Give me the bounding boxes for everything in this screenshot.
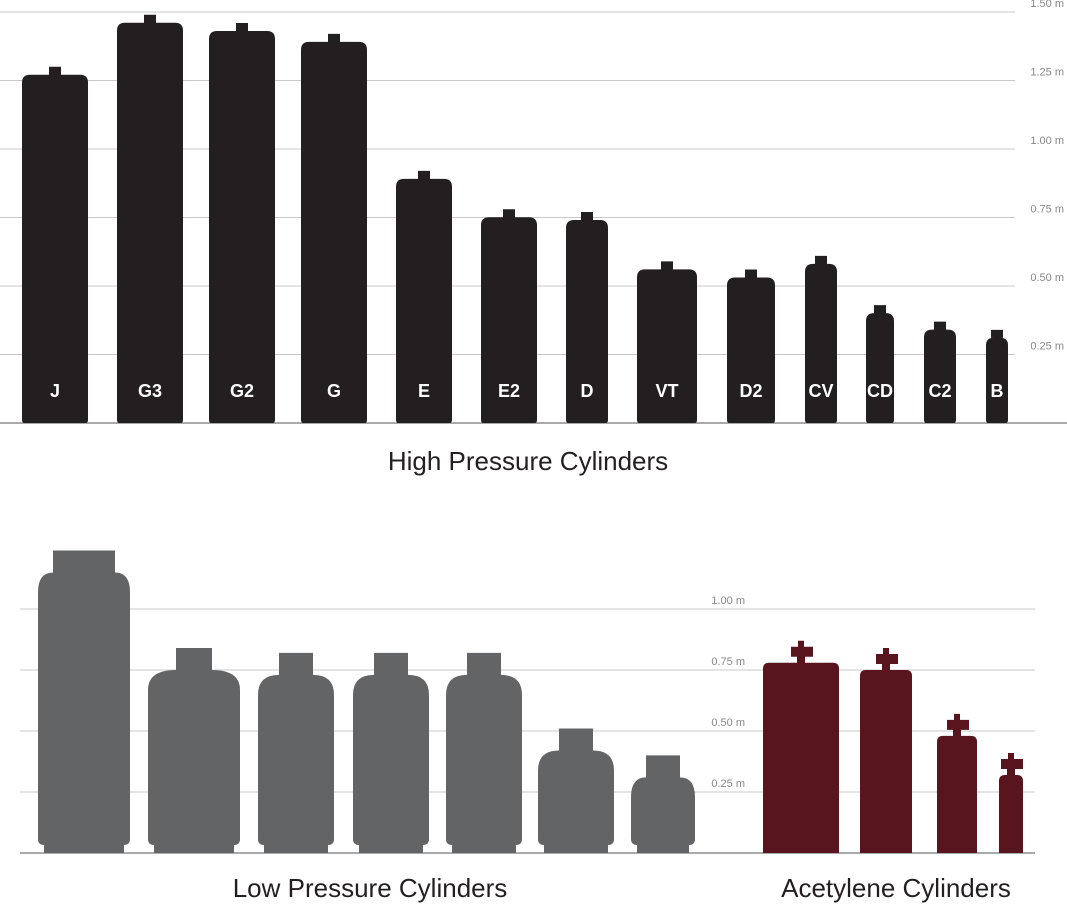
x-tick-label: CV [808,381,833,401]
cylinder [446,652,522,853]
cylinder [999,752,1023,853]
x-tick-label: CD [867,381,893,401]
cylinder [727,269,775,423]
cylinder [481,209,537,423]
chart-title: High Pressure Cylinders [388,446,668,476]
x-tick-label: G [327,381,341,401]
y-tick-label: 0.75 m [1030,203,1064,215]
y-tick-label: 1.25 m [1030,66,1064,78]
x-tick-label: B [991,381,1004,401]
cylinder [353,652,429,853]
cylinder [986,329,1008,423]
y-tick-label: 0.25 m [711,778,745,790]
cylinder [258,652,334,853]
cylinder [148,648,240,853]
cylinder [860,648,912,853]
x-tick-label: J [50,381,60,401]
y-tick-label: 0.75 m [711,656,745,668]
y-tick-label: 0.25 m [1030,340,1064,352]
chart-title: Acetylene Cylinders [781,873,1011,903]
y-tick-label: 1.00 m [1030,135,1064,147]
x-tick-label: G3 [138,381,162,401]
y-tick-label: 0.50 m [1030,272,1064,284]
cylinder [805,255,837,423]
x-tick-label: D2 [739,381,762,401]
chart-title: Low Pressure Cylinders [233,873,508,903]
cylinder [566,212,608,423]
cylinder [117,14,183,424]
x-tick-label: E [418,381,430,401]
cylinder [209,22,275,424]
y-tick-label: 1.00 m [711,595,745,607]
cylinder [763,640,839,853]
cylinder [301,33,367,424]
cylinder [22,66,88,424]
cylinder [924,321,956,423]
cylinder [396,170,452,423]
x-tick-label: G2 [230,381,254,401]
x-tick-label: C2 [928,381,951,401]
x-tick-label: VT [655,381,678,401]
cylinder [631,755,695,853]
cylinder [866,305,894,423]
cylinder [637,261,697,423]
y-tick-label: 1.50 m [1030,0,1064,10]
y-tick-label: 0.50 m [711,717,745,729]
cylinder [38,550,130,853]
x-tick-label: E2 [498,381,520,401]
cylinder [538,728,614,853]
x-tick-label: D [581,381,594,401]
cylinder [937,713,977,853]
